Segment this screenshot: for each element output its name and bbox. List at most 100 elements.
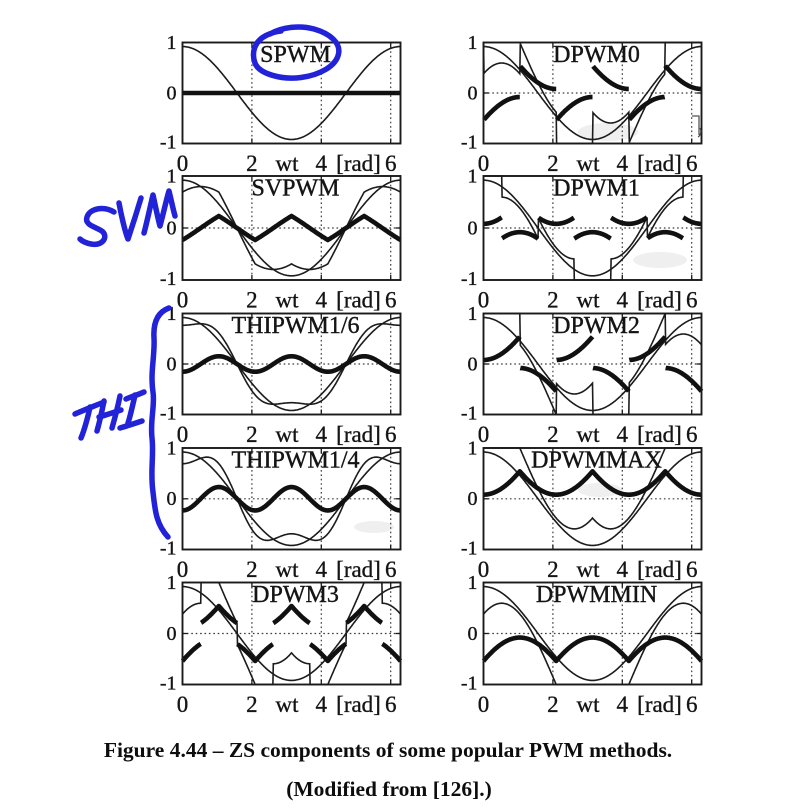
svg-text:0: 0 xyxy=(177,288,189,313)
svg-text:4: 4 xyxy=(316,288,328,313)
svg-text:0: 0 xyxy=(478,288,490,313)
svg-text:2: 2 xyxy=(547,151,559,176)
svg-text:0: 0 xyxy=(177,557,189,582)
svg-text:1: 1 xyxy=(167,166,177,188)
svg-text:0: 0 xyxy=(478,151,490,176)
svg-text:4: 4 xyxy=(617,692,629,717)
svg-text:0: 0 xyxy=(468,354,478,376)
svg-text:0: 0 xyxy=(478,557,490,582)
svg-text:DPWM1: DPWM1 xyxy=(553,176,640,202)
svg-text:2: 2 xyxy=(547,422,559,447)
svg-text:4: 4 xyxy=(316,557,328,582)
svg-text:(Modified from [126].): (Modified from [126].) xyxy=(286,777,492,801)
svg-text:6: 6 xyxy=(385,692,397,717)
svg-text:wt: wt xyxy=(577,151,601,176)
svg-text:0: 0 xyxy=(478,422,490,447)
svg-text:6: 6 xyxy=(686,557,698,582)
svg-text:6: 6 xyxy=(686,422,698,447)
svg-text:-1: -1 xyxy=(160,132,177,154)
svg-text:6: 6 xyxy=(686,692,698,717)
svg-text:6: 6 xyxy=(385,151,397,176)
svg-text:-1: -1 xyxy=(461,538,478,560)
svg-text:6: 6 xyxy=(385,288,397,313)
svg-text:1: 1 xyxy=(468,303,478,325)
svg-text:-1: -1 xyxy=(160,673,177,695)
svg-text:0: 0 xyxy=(468,623,478,645)
svg-text:0: 0 xyxy=(167,83,177,105)
svg-text:DPWM0: DPWM0 xyxy=(553,42,640,68)
svg-text:[rad]: [rad] xyxy=(637,692,682,717)
svg-text:SPWM: SPWM xyxy=(260,42,331,68)
svg-text:1: 1 xyxy=(468,572,478,594)
svg-text:[rad]: [rad] xyxy=(336,151,381,176)
svg-text:1: 1 xyxy=(468,438,478,460)
svg-text:THIPWM1/6: THIPWM1/6 xyxy=(232,313,360,339)
svg-text:THIPWM1/4: THIPWM1/4 xyxy=(232,448,360,474)
svg-text:DPWMMAX: DPWMMAX xyxy=(531,448,662,474)
svg-text:DPWM3: DPWM3 xyxy=(252,582,339,608)
svg-text:0: 0 xyxy=(167,354,177,376)
svg-text:wt: wt xyxy=(577,557,601,582)
svg-text:2: 2 xyxy=(246,288,258,313)
svg-text:wt: wt xyxy=(276,151,300,176)
svg-text:-1: -1 xyxy=(160,268,177,290)
svg-text:6: 6 xyxy=(686,151,698,176)
svg-text:-1: -1 xyxy=(160,538,177,560)
svg-text:0: 0 xyxy=(177,151,189,176)
svg-text:DPWMMIN: DPWMMIN xyxy=(536,582,657,608)
svg-text:wt: wt xyxy=(276,557,300,582)
svg-text:4: 4 xyxy=(316,422,328,447)
svg-text:wt: wt xyxy=(577,422,601,447)
svg-text:0: 0 xyxy=(167,218,177,240)
svg-text:[rad]: [rad] xyxy=(637,288,682,313)
svg-text:[rad]: [rad] xyxy=(336,422,381,447)
svg-text:-1: -1 xyxy=(461,132,478,154)
svg-text:0: 0 xyxy=(167,488,177,510)
svg-text:0: 0 xyxy=(468,488,478,510)
svg-text:0: 0 xyxy=(468,218,478,240)
svg-text:4: 4 xyxy=(617,557,629,582)
svg-text:wt: wt xyxy=(276,692,300,717)
svg-text:0: 0 xyxy=(478,692,490,717)
svg-text:1: 1 xyxy=(468,166,478,188)
svg-text:Figure 4.44 – ZS components of: Figure 4.44 – ZS components of some popu… xyxy=(104,738,672,762)
svg-text:0: 0 xyxy=(177,422,189,447)
svg-text:4: 4 xyxy=(617,288,629,313)
svg-text:4: 4 xyxy=(617,422,629,447)
svg-text:2: 2 xyxy=(246,692,258,717)
svg-text:6: 6 xyxy=(385,557,397,582)
svg-text:0: 0 xyxy=(167,623,177,645)
svg-text:2: 2 xyxy=(547,692,559,717)
svg-text:2: 2 xyxy=(547,288,559,313)
svg-text:0: 0 xyxy=(177,692,189,717)
svg-text:-1: -1 xyxy=(461,673,478,695)
svg-text:4: 4 xyxy=(316,692,328,717)
svg-text:[rad]: [rad] xyxy=(336,692,381,717)
svg-text:DPWM2: DPWM2 xyxy=(553,313,640,339)
svg-text:wt: wt xyxy=(577,288,601,313)
svg-text:1: 1 xyxy=(167,572,177,594)
svg-text:wt: wt xyxy=(276,288,300,313)
svg-text:-1: -1 xyxy=(461,268,478,290)
svg-text:4: 4 xyxy=(617,151,629,176)
svg-text:SVPWM: SVPWM xyxy=(251,176,339,202)
svg-text:-1: -1 xyxy=(160,403,177,425)
svg-text:wt: wt xyxy=(577,692,601,717)
svg-text:6: 6 xyxy=(686,288,698,313)
svg-text:2: 2 xyxy=(547,557,559,582)
svg-text:1: 1 xyxy=(167,438,177,460)
svg-text:6: 6 xyxy=(385,422,397,447)
svg-text:[rad]: [rad] xyxy=(637,422,682,447)
svg-text:4: 4 xyxy=(316,151,328,176)
svg-text:[rad]: [rad] xyxy=(637,151,682,176)
svg-text:1: 1 xyxy=(468,32,478,54)
svg-text:-1: -1 xyxy=(461,403,478,425)
svg-text:2: 2 xyxy=(246,557,258,582)
svg-text:1: 1 xyxy=(167,32,177,54)
svg-text:2: 2 xyxy=(246,422,258,447)
svg-text:wt: wt xyxy=(276,422,300,447)
svg-text:[rad]: [rad] xyxy=(336,288,381,313)
svg-text:2: 2 xyxy=(246,151,258,176)
svg-text:1: 1 xyxy=(167,303,177,325)
svg-text:[rad]: [rad] xyxy=(336,557,381,582)
